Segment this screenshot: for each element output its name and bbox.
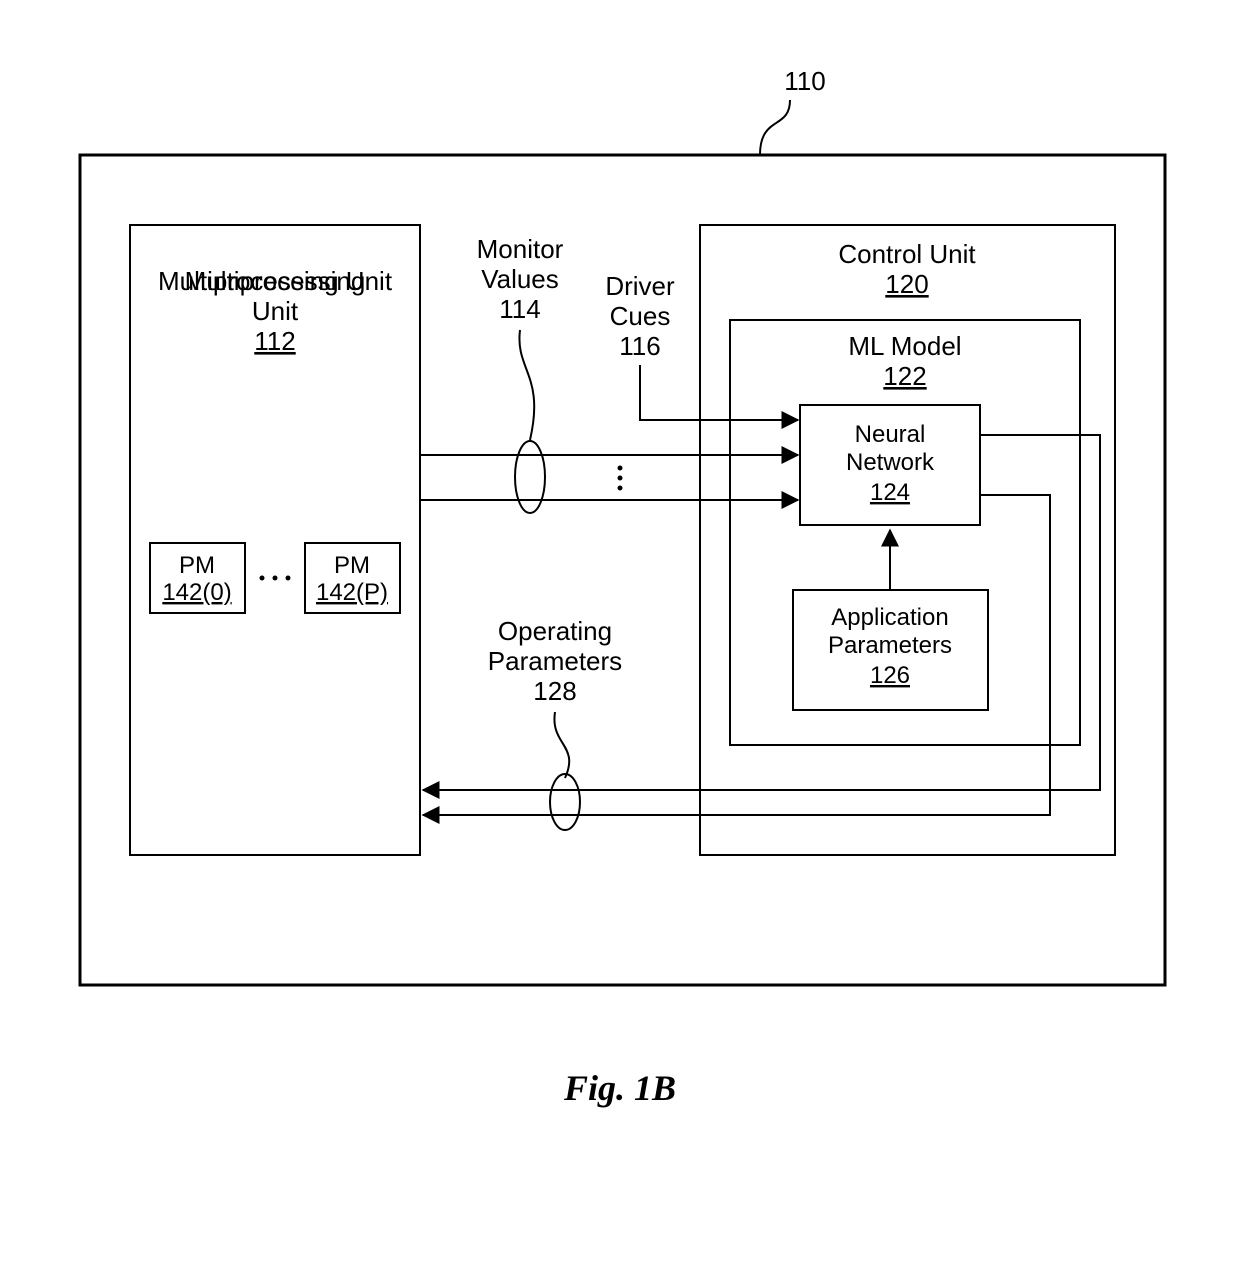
outer-ref-number: 110 xyxy=(784,66,825,96)
nn-title-line1: Neural xyxy=(855,421,926,448)
control-unit-title: Control Unit xyxy=(838,239,976,269)
pm-ellipsis-dot xyxy=(286,576,291,581)
pm-ellipsis-dot xyxy=(273,576,278,581)
op-params-line1: Operating xyxy=(498,616,612,646)
monitor-ellipse-marker xyxy=(515,441,545,513)
monitor-values-line1: Monitor xyxy=(477,234,564,264)
op-params-curl xyxy=(554,712,569,778)
control-unit-ref: 120 xyxy=(885,269,928,299)
app-params-title-line1: Application xyxy=(831,604,948,631)
pm-label-p: PM xyxy=(334,552,370,579)
monitor-ellipsis-dot xyxy=(618,486,623,491)
ml-model-ref: 122 xyxy=(883,361,926,391)
driver-cues-ref: 116 xyxy=(619,331,660,361)
monitor-ellipsis-dot xyxy=(618,476,623,481)
driver-cues-arrow xyxy=(640,365,798,420)
mpu-ref: 112 xyxy=(254,326,295,356)
op-params-ellipse-marker xyxy=(550,774,580,830)
nn-ref: 124 xyxy=(870,479,910,506)
nn-title-line2: Network xyxy=(846,449,935,476)
app-params-ref: 126 xyxy=(870,662,910,689)
pm-ref-0: 142(0) xyxy=(162,579,231,606)
pm-ref-p: 142(P) xyxy=(316,579,388,606)
driver-cues-line1: Driver xyxy=(605,271,675,301)
figure-caption: Fig. 1B xyxy=(563,1068,676,1108)
monitor-values-ref: 114 xyxy=(499,294,540,324)
outer-ref-curl xyxy=(760,100,790,155)
monitor-ellipsis-dot xyxy=(618,466,623,471)
mpu-title-line1: Multiprocessing xyxy=(185,266,366,296)
app-params-title-line2: Parameters xyxy=(828,632,952,659)
op-params-ref: 128 xyxy=(533,676,576,706)
mpu-title-line2: Unit xyxy=(252,296,299,326)
pm-label-0: PM xyxy=(179,552,215,579)
diagram-canvas: 110 Multiprocessing Unit Multiprocessing… xyxy=(0,0,1240,1278)
ml-model-title: ML Model xyxy=(848,331,961,361)
op-params-line2: Parameters xyxy=(488,646,622,676)
nn-output-arrow-1 xyxy=(423,435,1100,790)
pm-ellipsis-dot xyxy=(260,576,265,581)
monitor-values-line2: Values xyxy=(481,264,559,294)
driver-cues-line2: Cues xyxy=(610,301,671,331)
monitor-values-curl xyxy=(519,330,534,440)
